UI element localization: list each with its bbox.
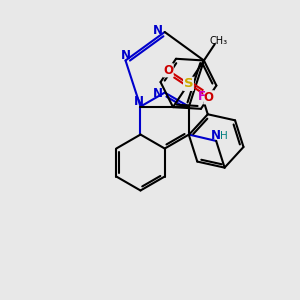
Text: F: F xyxy=(198,90,206,104)
Text: N: N xyxy=(121,49,130,62)
Text: O: O xyxy=(163,64,173,77)
Text: N: N xyxy=(211,129,221,142)
Text: H: H xyxy=(220,131,227,141)
Text: N: N xyxy=(134,95,144,108)
Text: N: N xyxy=(153,24,163,37)
Text: CH₃: CH₃ xyxy=(209,36,227,46)
Text: O: O xyxy=(204,91,214,104)
Text: N: N xyxy=(153,87,163,100)
Text: S: S xyxy=(184,77,193,90)
